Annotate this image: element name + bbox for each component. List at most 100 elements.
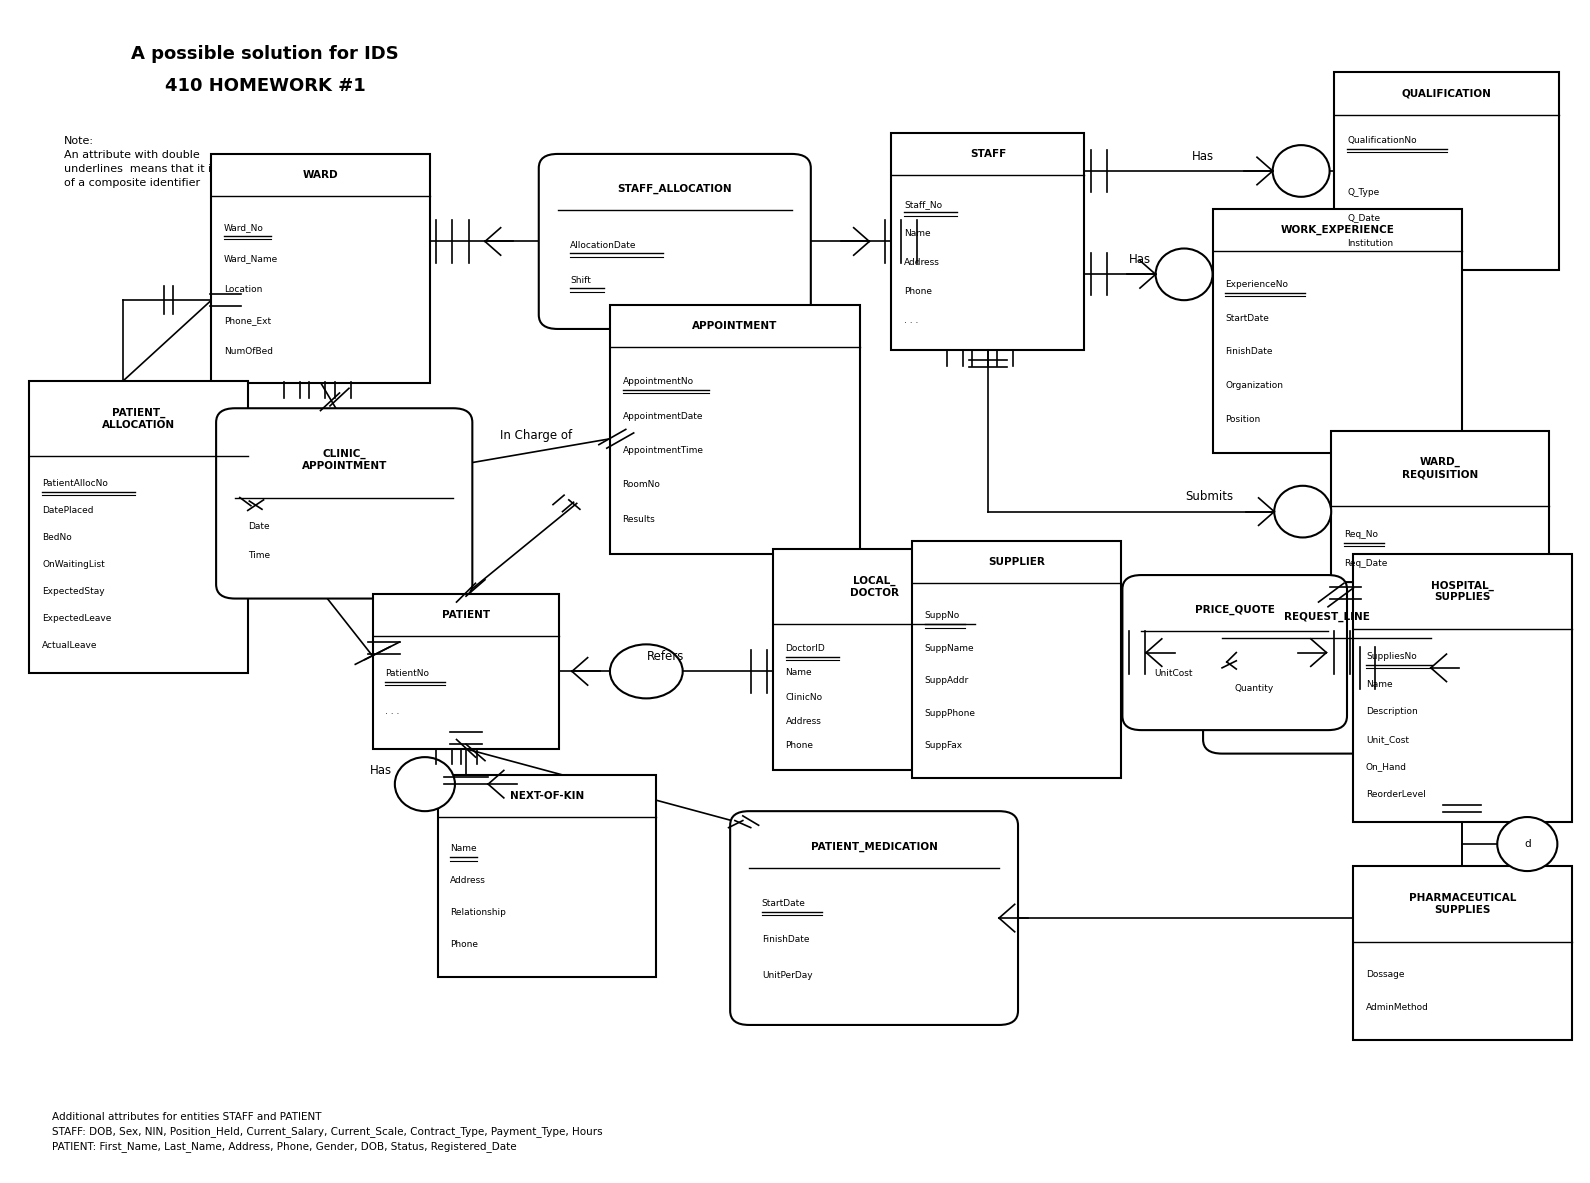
Text: A possible solution for IDS: A possible solution for IDS — [132, 45, 399, 63]
Text: PatientAllocNo: PatientAllocNo — [41, 479, 108, 487]
Text: RoomNo: RoomNo — [623, 480, 660, 490]
Text: Address: Address — [905, 258, 940, 267]
Ellipse shape — [1498, 817, 1557, 871]
Text: PATIENT: PATIENT — [442, 610, 490, 620]
Text: Description: Description — [1366, 707, 1418, 716]
Text: Has: Has — [1129, 253, 1151, 266]
Text: QUALIFICATION: QUALIFICATION — [1402, 89, 1491, 98]
Text: CLINIC_
APPOINTMENT: CLINIC_ APPOINTMENT — [302, 450, 386, 471]
Text: Q_Type: Q_Type — [1347, 188, 1379, 196]
Ellipse shape — [1156, 248, 1213, 300]
Text: UnitCost: UnitCost — [1154, 670, 1192, 678]
Text: WORK_EXPERIENCE: WORK_EXPERIENCE — [1280, 225, 1394, 235]
Bar — [437, 775, 655, 977]
Text: StartDate: StartDate — [1226, 313, 1269, 323]
Text: . . .: . . . — [385, 706, 399, 716]
Text: FinishDate: FinishDate — [1226, 348, 1272, 356]
Text: Shift: Shift — [571, 276, 591, 285]
Text: Ward_Name: Ward_Name — [224, 254, 278, 263]
Text: OnWaitingList: OnWaitingList — [41, 560, 105, 569]
Text: AllocationDate: AllocationDate — [571, 240, 638, 250]
Text: HOSPITAL_
SUPPLIES: HOSPITAL_ SUPPLIES — [1431, 581, 1495, 602]
Text: In Charge of: In Charge of — [499, 429, 572, 442]
Text: LOCAL_
DOCTOR: LOCAL_ DOCTOR — [849, 576, 898, 597]
Text: PHARMACEUTICAL
SUPPLIES: PHARMACEUTICAL SUPPLIES — [1409, 893, 1517, 914]
Bar — [1331, 431, 1549, 593]
Text: STAFF_ALLOCATION: STAFF_ALLOCATION — [617, 185, 731, 194]
Text: QualificationNo: QualificationNo — [1347, 136, 1417, 146]
Text: Name: Name — [1366, 679, 1393, 689]
Text: AdminMethod: AdminMethod — [1366, 1003, 1429, 1011]
Text: REQUEST_LINE: REQUEST_LINE — [1283, 613, 1369, 622]
Text: Submits: Submits — [1185, 491, 1234, 504]
Text: . . .: . . . — [905, 316, 919, 325]
Text: Date: Date — [248, 522, 269, 531]
Text: DatePlaced: DatePlaced — [41, 506, 94, 515]
Text: SuppPhone: SuppPhone — [925, 709, 976, 718]
Bar — [1213, 208, 1463, 453]
FancyBboxPatch shape — [1204, 582, 1450, 754]
Text: Dossage: Dossage — [1366, 970, 1404, 980]
Text: SuppName: SuppName — [925, 644, 975, 653]
FancyBboxPatch shape — [730, 812, 1018, 1024]
Text: BedNo: BedNo — [41, 534, 72, 542]
Text: Name: Name — [905, 230, 930, 238]
Text: d: d — [1523, 839, 1531, 849]
Text: Address: Address — [785, 717, 822, 726]
Text: ClinicNo: ClinicNo — [785, 693, 822, 702]
Text: Unit_Cost: Unit_Cost — [1366, 735, 1409, 744]
Text: Req_Date: Req_Date — [1344, 560, 1386, 568]
Bar — [892, 132, 1084, 350]
Text: FinishDate: FinishDate — [762, 935, 809, 944]
Text: ActualLeave: ActualLeave — [41, 641, 97, 649]
Bar — [30, 381, 248, 673]
Text: APPOINTMENT: APPOINTMENT — [692, 321, 778, 331]
Text: Ward_No: Ward_No — [224, 222, 264, 232]
Text: Organization: Organization — [1226, 381, 1283, 390]
Bar — [1353, 554, 1571, 822]
Text: Has: Has — [1192, 150, 1215, 163]
Text: Refers: Refers — [647, 651, 684, 664]
Bar — [1334, 72, 1558, 270]
Text: PRICE_QUOTE: PRICE_QUOTE — [1194, 606, 1275, 615]
Text: SuppNo: SuppNo — [925, 612, 960, 620]
Text: On_Hand: On_Hand — [1366, 762, 1407, 771]
Text: AppointmentDate: AppointmentDate — [623, 412, 703, 421]
Text: SuppFax: SuppFax — [925, 742, 964, 750]
Text: PatientNo: PatientNo — [385, 670, 429, 678]
Ellipse shape — [394, 757, 455, 812]
Text: Phone: Phone — [785, 742, 814, 750]
Bar — [913, 541, 1121, 778]
Text: Institution: Institution — [1347, 239, 1393, 248]
Bar — [211, 154, 429, 383]
Text: Location: Location — [224, 285, 262, 295]
Text: AppointmentTime: AppointmentTime — [623, 446, 704, 455]
Text: Additional attributes for entities STAFF and PATIENT
STAFF: DOB, Sex, NIN, Posit: Additional attributes for entities STAFF… — [51, 1112, 603, 1152]
Text: Note:
An attribute with double
underlines  means that it is part
of a composite : Note: An attribute with double underline… — [64, 136, 243, 188]
Text: Req_No: Req_No — [1344, 530, 1379, 539]
Text: Relationship: Relationship — [450, 909, 506, 917]
Text: StartDate: StartDate — [762, 899, 806, 907]
FancyBboxPatch shape — [539, 154, 811, 329]
Text: NumOfBed: NumOfBed — [224, 348, 273, 356]
Text: Phone: Phone — [905, 287, 932, 296]
Text: ReorderLevel: ReorderLevel — [1366, 790, 1426, 799]
Text: SuppAddr: SuppAddr — [925, 677, 968, 685]
Text: Name: Name — [785, 668, 812, 678]
Text: ExpectedLeave: ExpectedLeave — [41, 614, 111, 623]
Bar — [1353, 866, 1571, 1040]
Text: AppointmentNo: AppointmentNo — [623, 377, 693, 386]
Text: Name: Name — [450, 845, 477, 853]
Text: Has: Has — [369, 763, 391, 776]
Bar — [611, 305, 860, 554]
Text: Staff_No: Staff_No — [905, 200, 943, 208]
Text: SuppliesNo: SuppliesNo — [1366, 652, 1417, 661]
Text: Time: Time — [248, 551, 270, 560]
Text: Position: Position — [1226, 415, 1261, 424]
Text: WARD: WARD — [302, 170, 339, 180]
Text: Quantity: Quantity — [1235, 685, 1274, 693]
Text: WARD_
REQUISITION: WARD_ REQUISITION — [1402, 457, 1479, 479]
Text: SUPPLIER: SUPPLIER — [987, 557, 1045, 567]
Text: Results: Results — [623, 515, 655, 524]
Text: Q_Date: Q_Date — [1347, 213, 1380, 222]
